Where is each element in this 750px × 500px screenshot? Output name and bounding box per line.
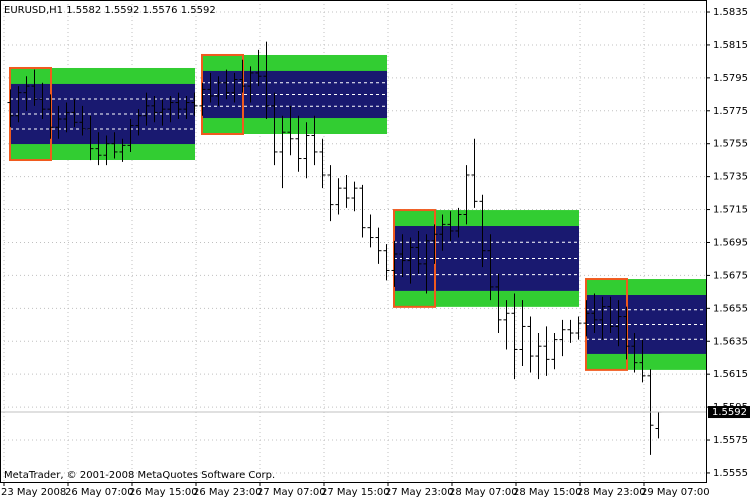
x-tick-label: 26 May 07:00	[65, 487, 134, 498]
x-tick-label: 28 May 23:00	[577, 487, 646, 498]
plot-frame	[0, 0, 707, 483]
y-tick-label: 1.5555	[713, 468, 748, 479]
x-tick-label: 27 May 15:00	[321, 487, 390, 498]
x-tick-label: 28 May 07:00	[449, 487, 518, 498]
x-tick-label: 28 May 15:00	[513, 487, 582, 498]
bars	[7, 41, 662, 455]
y-tick-label: 1.5795	[713, 73, 748, 84]
x-tick-label: 26 May 15:00	[129, 487, 198, 498]
x-tick-label: 26 May 23:00	[193, 487, 262, 498]
x-tick-label: 27 May 07:00	[257, 487, 326, 498]
y-tick-label: 1.5635	[713, 336, 748, 347]
x-tick-label: 29 May 07:00	[641, 487, 710, 498]
y-tick-label: 1.5655	[713, 303, 748, 314]
current-price-box	[708, 406, 750, 419]
y-tick-label: 1.5735	[713, 172, 748, 183]
current-price-label: 1.5592	[712, 407, 747, 418]
y-tick-label: 1.5815	[713, 40, 748, 51]
y-tick-label: 1.5715	[713, 205, 748, 216]
y-tick-label: 1.5755	[713, 139, 748, 150]
x-tick-label: 23 May 2008	[1, 487, 66, 498]
copyright: MetaTrader, © 2001-2008 MetaQuotes Softw…	[4, 470, 275, 481]
y-tick-label: 1.5675	[713, 270, 748, 281]
y-tick-label: 1.5835	[713, 7, 748, 18]
y-tick-label: 1.5575	[713, 435, 748, 446]
axes: 1.5835 1.5815 1.5795 1.5775 1.5755 1.5735 1.57…	[0, 7, 750, 498]
y-tick-label: 1.5695	[713, 237, 748, 248]
chart-title: EURUSD,H1 1.5582 1.5592 1.5576 1.5592	[4, 5, 216, 16]
x-tick-label: 27 May 23:00	[385, 487, 454, 498]
y-tick-label: 1.5615	[713, 369, 748, 380]
y-tick-label: 1.5775	[713, 106, 748, 117]
zones	[9, 53, 706, 371]
